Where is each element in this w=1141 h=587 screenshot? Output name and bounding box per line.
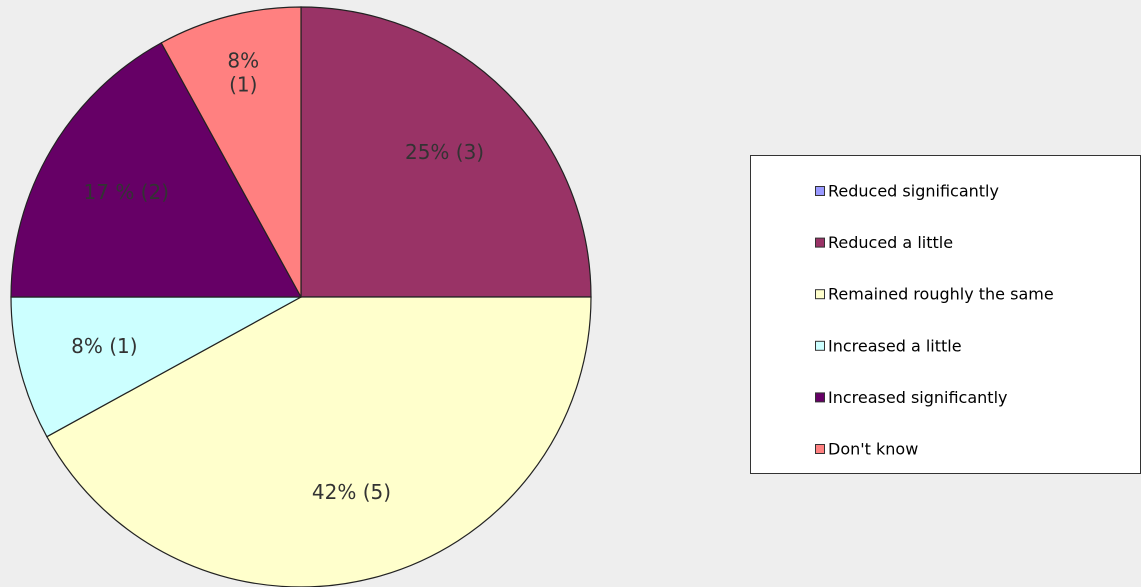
legend-label: Reduced significantly	[828, 182, 999, 201]
legend-label: Don't know	[828, 440, 918, 459]
data-label: 25% (3)	[405, 140, 484, 164]
pie-slice	[46, 296, 592, 587]
pie-slice	[300, 6, 592, 298]
data-label: 8% (1)	[71, 334, 137, 358]
legend-marker	[815, 392, 825, 403]
legend-marker	[815, 237, 825, 248]
legend-label: Remained roughly the same	[828, 285, 1054, 304]
pie-slice	[160, 6, 302, 298]
data-label: 8% (1)	[227, 48, 259, 96]
legend-marker	[815, 340, 825, 351]
legend-marker	[815, 444, 825, 454]
data-label: 42% (5)	[312, 480, 391, 504]
legend-label: Increased significantly	[828, 388, 1007, 407]
data-label-line: 8%	[227, 48, 259, 72]
data-label: 17 % (2)	[84, 180, 170, 204]
data-label-line: (1)	[229, 72, 257, 96]
legend-marker	[815, 186, 825, 196]
legend-label: Increased a little	[828, 336, 962, 355]
pie-slice	[10, 42, 303, 298]
pie-slice	[10, 296, 302, 438]
legend-box	[750, 155, 1141, 474]
legend-label: Reduced a little	[828, 233, 953, 252]
legend-marker	[815, 289, 825, 300]
